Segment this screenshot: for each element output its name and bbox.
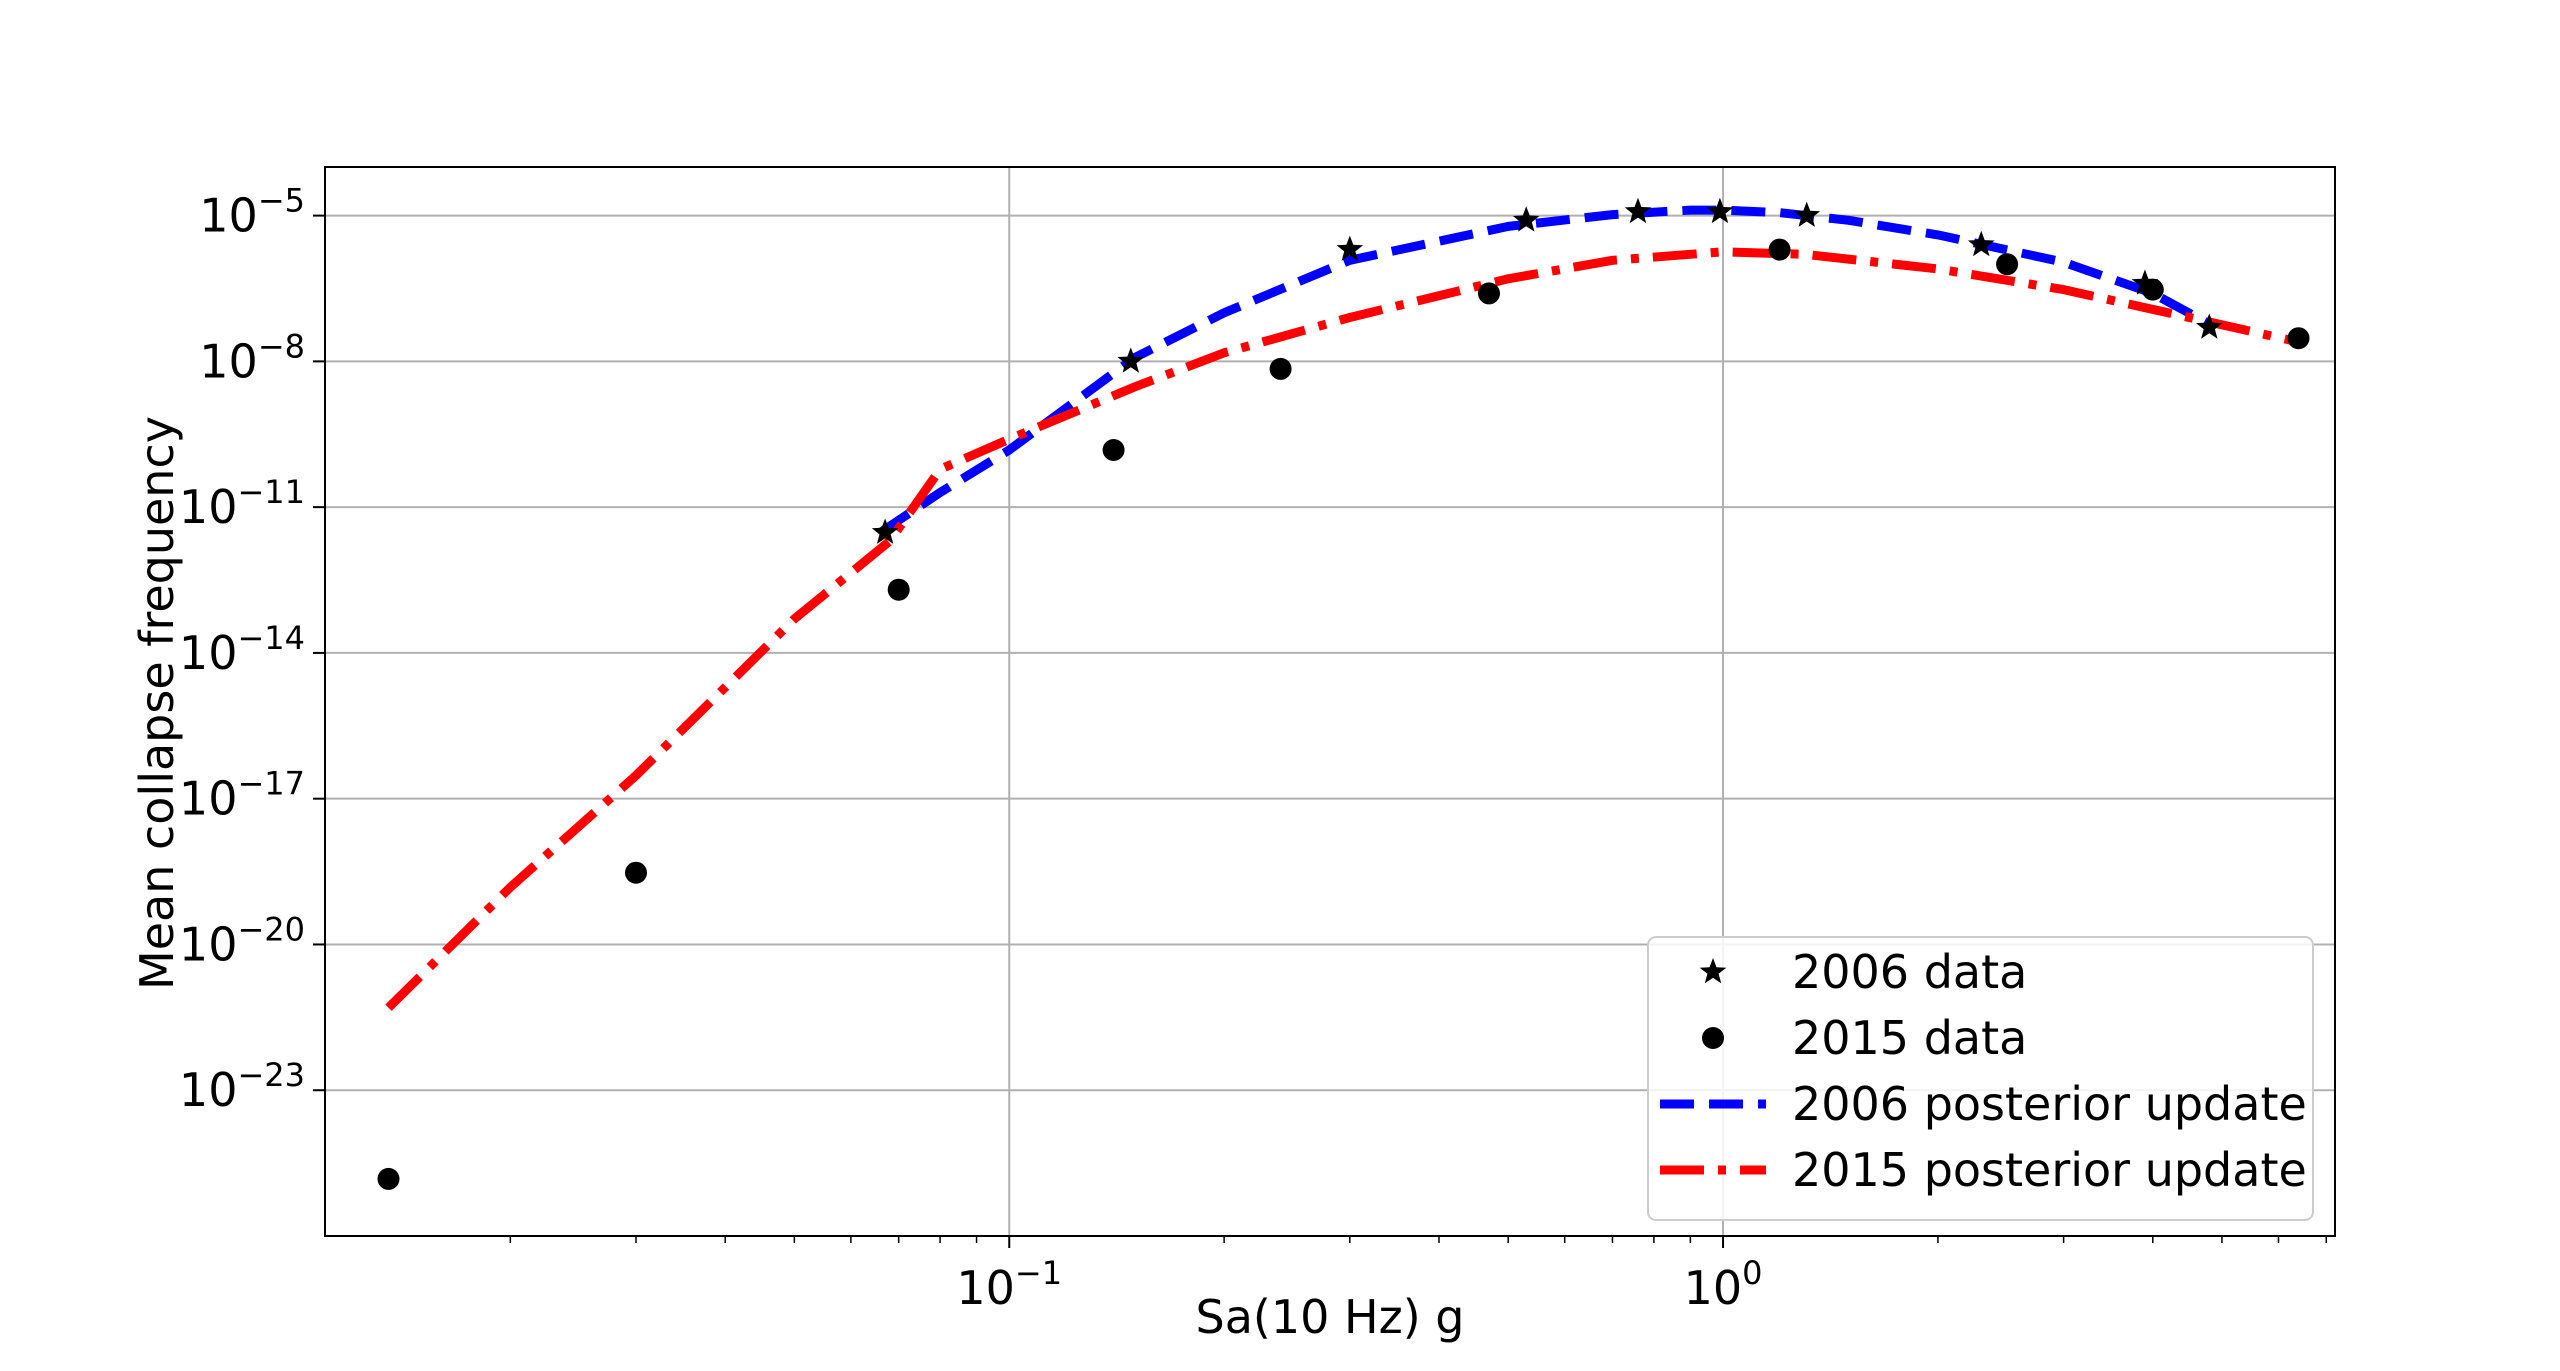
data-point-2015 (887, 578, 910, 601)
legend-label: 2015 data (1792, 1011, 2027, 1065)
data-point-2006 (1117, 347, 1145, 373)
data-point-2015 (1102, 439, 1125, 461)
legend-box (1647, 936, 2314, 1221)
y-tick-label: 10−14 (179, 619, 305, 680)
data-point-2006 (1336, 235, 1364, 261)
y-tick-label: 10−8 (199, 327, 305, 388)
y-tick-label: 10−11 (179, 473, 305, 534)
data-point-2015 (1996, 253, 2019, 276)
x-axis-label: Sa(10 Hz) g (1196, 1290, 1465, 1344)
data-point-2015 (377, 1167, 400, 1190)
data-point-2015 (1269, 357, 1292, 380)
tick-marks (313, 214, 2328, 1248)
y-tick-label: 10−20 (179, 910, 305, 971)
series-layer (377, 197, 2310, 1190)
y-tick-label: 10−23 (179, 1056, 305, 1117)
data-point-2006 (1967, 230, 1995, 257)
y-tick-label: 10−5 (199, 182, 305, 243)
data-point-2006 (1512, 206, 1540, 232)
legend: 2006 data 2015 data 2006 posterior update 2… (1647, 936, 2314, 1221)
y-tick-label: 10−17 (179, 765, 305, 826)
data-point-2015 (2141, 278, 2164, 301)
data-point-2006 (2196, 313, 2223, 339)
legend-label: 2006 posterior update (1792, 1077, 2307, 1131)
data-point-2006 (1706, 197, 1734, 224)
data-point-2015 (1478, 282, 1500, 305)
data-point-2006 (871, 518, 899, 544)
legend-label: 2015 posterior update (1792, 1143, 2307, 1197)
legend-marker-2006-data (1699, 958, 1727, 984)
data-point-2015 (625, 861, 647, 884)
y-axis-label: Mean collapse frequency (130, 416, 184, 990)
series-2006-posterior-line (877, 205, 2218, 537)
x-tick-label: 100 (1684, 1254, 1763, 1315)
data-point-2006 (1624, 197, 1652, 224)
x-tick-label: 10−1 (956, 1254, 1062, 1315)
legend-label: 2006 data (1792, 945, 2027, 999)
data-point-2015 (2287, 327, 2310, 350)
data-point-2006 (1793, 201, 1821, 227)
series-2015-posterior-line (385, 247, 2300, 1011)
legend-marker-2015-data (1702, 1027, 1724, 1049)
data-point-2015 (1768, 238, 1791, 261)
tick-labels: 10−1 100 10−5 10−8 10−11 10−14 10−17 10−20 10−23 (179, 182, 1763, 1315)
plot-frame (324, 166, 2336, 1237)
